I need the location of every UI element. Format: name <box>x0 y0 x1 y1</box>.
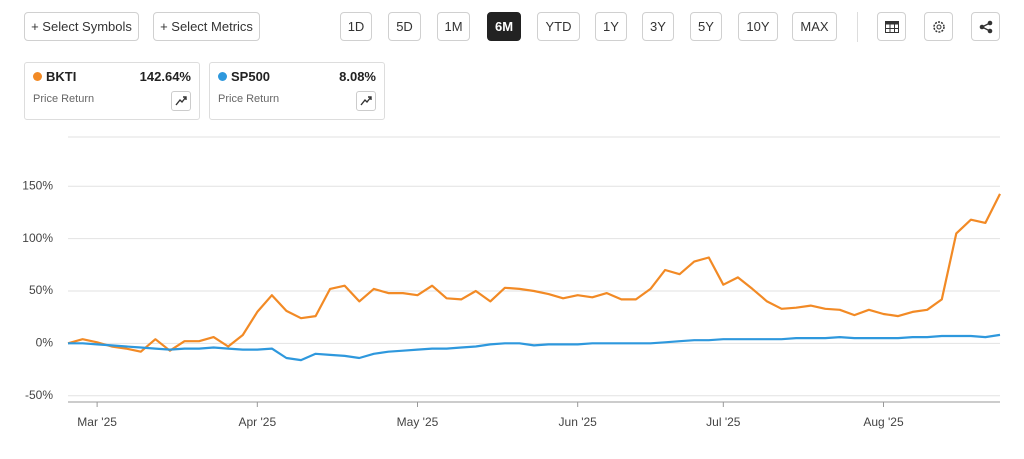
x-tick-label: Mar '25 <box>77 415 117 429</box>
legend-metric: Price Return <box>33 93 95 105</box>
y-tick-label: -50% <box>25 388 53 402</box>
trend-icon <box>360 96 372 106</box>
trend-icon <box>175 96 187 106</box>
select-metrics-button[interactable]: + Select Metrics <box>153 12 260 41</box>
share-icon <box>979 20 992 33</box>
range-button[interactable]: MAX <box>792 12 837 41</box>
range-button[interactable]: YTD <box>537 12 580 41</box>
legend-name: BKTI <box>46 69 77 84</box>
range-button[interactable]: 1Y <box>595 12 627 41</box>
legend-change: 8.08% <box>339 69 376 84</box>
x-tick-label: Jun '25 <box>559 415 598 429</box>
divider <box>857 12 858 42</box>
y-tick-label: 150% <box>22 178 53 192</box>
y-tick-label: 100% <box>22 231 53 245</box>
legend-dot <box>218 72 227 81</box>
legend-name: SP500 <box>231 69 271 84</box>
legend-change: 142.64% <box>139 69 191 84</box>
y-tick-label: 0% <box>36 336 54 350</box>
legend-card: BKTI 142.64% Price Return <box>24 62 200 120</box>
x-tick-label: Apr '25 <box>238 415 276 429</box>
x-tick-label: Jul '25 <box>706 415 741 429</box>
settings-icon <box>932 20 945 33</box>
legend-card: SP500 8.08% Price Return <box>209 62 385 120</box>
range-button[interactable]: 6M <box>487 12 521 41</box>
series-line <box>67 193 1001 353</box>
range-button[interactable]: 1M <box>437 12 470 41</box>
range-button[interactable]: 3Y <box>642 12 674 41</box>
x-tick-label: Aug '25 <box>863 415 904 429</box>
range-button[interactable]: 5D <box>388 12 421 41</box>
x-tick-label: May '25 <box>397 415 439 429</box>
table-icon <box>884 20 899 33</box>
table-button[interactable] <box>877 12 906 41</box>
trend-button[interactable] <box>171 91 191 111</box>
range-button[interactable]: 10Y <box>738 12 778 41</box>
select-symbols-button[interactable]: + Select Symbols <box>24 12 139 41</box>
trend-button[interactable] <box>356 91 376 111</box>
legend-dot <box>33 72 42 81</box>
share-button[interactable] <box>971 12 1000 41</box>
range-button[interactable]: 5Y <box>690 12 722 41</box>
settings-button[interactable] <box>924 12 953 41</box>
range-button[interactable]: 1D <box>340 12 372 41</box>
legend-metric: Price Return <box>218 93 280 105</box>
y-tick-label: 50% <box>29 283 53 297</box>
series-line <box>68 333 1001 362</box>
